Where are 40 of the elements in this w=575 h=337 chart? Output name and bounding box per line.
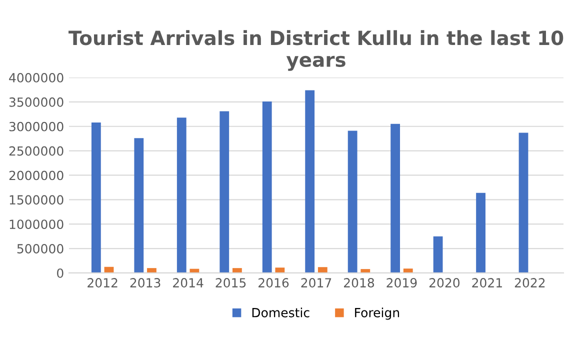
bar: [305, 90, 315, 273]
x-tick-label: 2022: [514, 278, 545, 288]
bar: [262, 101, 272, 273]
bar: [134, 138, 144, 273]
x-tick-label: 2018: [344, 278, 374, 288]
x-tick-label: 2014: [173, 278, 204, 288]
bar: [390, 124, 400, 273]
chart-title: Tourist Arrivals in District Kullu in the last 10 years: [68, 30, 564, 71]
y-tick-label: 0: [57, 268, 64, 278]
bar: [403, 268, 413, 273]
bar: [348, 130, 358, 273]
bar: [318, 267, 328, 273]
y-tick-label: 3500000: [9, 97, 64, 107]
legend-label: Foreign: [355, 308, 400, 320]
x-tick-label: 2021: [472, 278, 502, 288]
x-tick-label: 2012: [88, 278, 118, 288]
bar: [176, 118, 186, 273]
x-tick-label: 2015: [216, 278, 246, 288]
x-tick-label: 2017: [301, 278, 332, 288]
bar: [91, 122, 101, 273]
bar: [433, 236, 443, 273]
bar: [232, 268, 242, 273]
bar: [147, 268, 156, 273]
y-tick-label: 2500000: [9, 146, 64, 156]
x-tick-label: 2016: [258, 278, 289, 288]
bar: [476, 192, 486, 273]
legend-label: Domestic: [252, 308, 310, 318]
x-tick-label: 2019: [386, 278, 417, 288]
x-tick-label: 2020: [429, 278, 460, 288]
x-tick-label: 2013: [130, 278, 160, 288]
y-tick-label: 500000: [17, 244, 64, 254]
bar: [360, 269, 370, 273]
y-tick-label: 2000000: [9, 170, 64, 180]
y-tick-label: 4000000: [9, 72, 64, 82]
bar: [220, 111, 230, 273]
bar: [275, 268, 285, 273]
y-tick-label: 1500000: [10, 195, 64, 205]
bar: [518, 132, 528, 273]
y-tick-label: 3000000: [9, 122, 64, 132]
y-tick-label: 1000000: [10, 220, 64, 230]
